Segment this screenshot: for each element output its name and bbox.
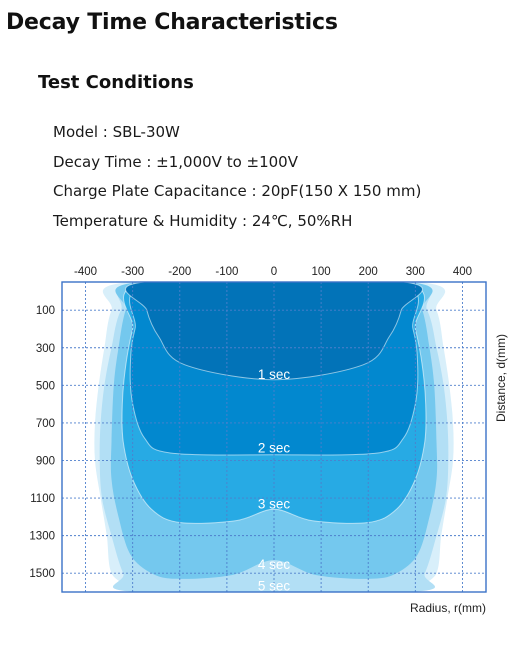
contour-labels: 1 sec 2 sec 3 sec 4 sec 5 sec xyxy=(258,367,291,593)
page-title: Decay Time Characteristics xyxy=(6,10,338,35)
test-conditions-heading: Test Conditions xyxy=(38,72,194,93)
x-tick-label: -400 xyxy=(74,266,97,278)
x-tick-label: 300 xyxy=(406,266,425,278)
y-tick-label: 1500 xyxy=(29,568,55,580)
contour-label: 1 sec xyxy=(258,367,291,382)
x-tick-label: -300 xyxy=(121,266,144,278)
decay-zones xyxy=(62,282,486,592)
test-conditions-list: Model : SBL-30W Decay Time : ±1,000V to … xyxy=(53,118,421,236)
x-tick-label: 0 xyxy=(271,266,277,278)
x-axis-ticks: -400 -300 -200 -100 0 100 200 300 400 xyxy=(74,266,472,278)
y-tick-label: 500 xyxy=(36,380,55,392)
y-axis-title: Distance, d(mm) xyxy=(494,334,508,422)
contour-label: 4 sec xyxy=(258,557,291,572)
x-tick-label: 100 xyxy=(312,266,331,278)
y-axis-ticks: 100 300 500 700 900 1100 1300 1500 xyxy=(29,305,55,580)
plot-frame xyxy=(61,281,487,593)
condition-model: Model : SBL-30W xyxy=(53,123,180,141)
grid-lines xyxy=(62,282,486,592)
y-tick-label: 1300 xyxy=(29,531,55,543)
contour-label: 2 sec xyxy=(258,440,291,455)
y-tick-label: 100 xyxy=(36,305,55,317)
y-tick-label: 1100 xyxy=(30,493,55,505)
condition-temperature-humidity: Temperature & Humidity : 24℃, 50%RH xyxy=(53,211,353,230)
y-tick-label: 700 xyxy=(36,418,55,430)
y-tick-label: 900 xyxy=(36,455,55,467)
condition-capacitance: Charge Plate Capacitance : 20pF(150 X 15… xyxy=(53,182,422,200)
contour-label: 3 sec xyxy=(258,497,291,512)
x-axis-title: Radius, r(mm) xyxy=(410,601,486,615)
x-tick-label: 200 xyxy=(359,266,378,278)
contour-label: 5 sec xyxy=(258,578,291,593)
x-tick-label: -100 xyxy=(215,266,238,278)
condition-decay-time: Decay Time : ±1,000V to ±100V xyxy=(53,152,298,171)
x-tick-label: -200 xyxy=(168,266,191,278)
y-tick-label: 300 xyxy=(36,343,55,355)
x-tick-label: 400 xyxy=(453,266,472,278)
